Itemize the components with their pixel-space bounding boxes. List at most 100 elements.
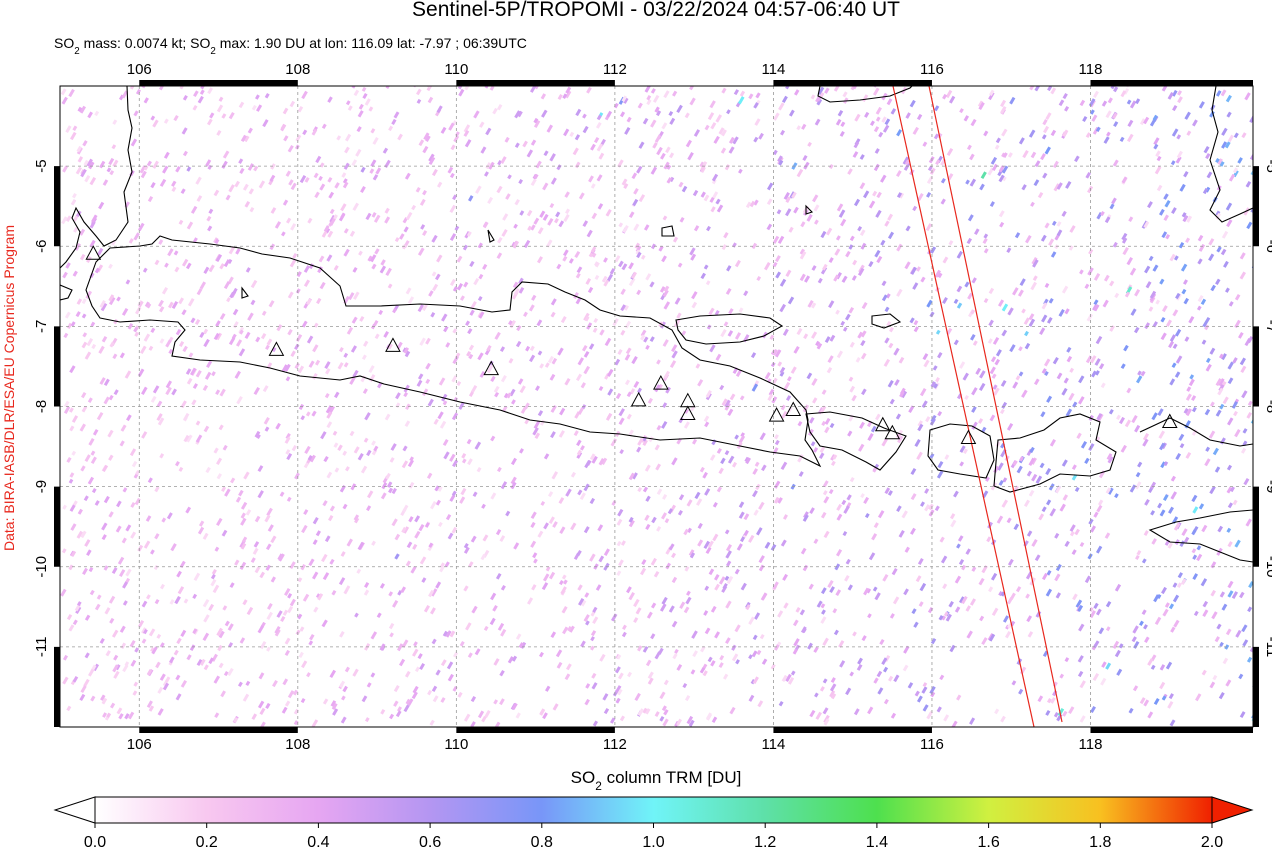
so2-pixel (901, 510, 908, 519)
so2-pixel (958, 559, 965, 566)
so2-pixel (327, 96, 333, 103)
so2-pixel (577, 584, 583, 591)
so2-pixel (710, 206, 716, 213)
so2-pixel (166, 512, 173, 520)
so2-pixel (485, 162, 492, 170)
so2-pixel (877, 510, 885, 519)
so2-pixel (840, 218, 847, 227)
so2-pixel (72, 619, 78, 626)
so2-pixel (468, 195, 474, 202)
so2-pixel (740, 582, 747, 591)
so2-pixel (400, 586, 407, 593)
so2-pixel (368, 106, 374, 112)
so2-pixel (441, 313, 448, 322)
so2-pixel (726, 543, 732, 552)
so2-pixel (1006, 517, 1012, 524)
so2-pixel (581, 344, 588, 352)
so2-pixel (816, 98, 823, 106)
so2-pixel (761, 658, 768, 665)
so2-pixel (681, 330, 687, 336)
so2-pixel (257, 700, 265, 709)
so2-pixel (463, 546, 470, 554)
so2-pixel (586, 86, 592, 94)
so2-pixel (836, 513, 843, 521)
so2-pixel (839, 660, 846, 668)
so2-pixel (185, 506, 192, 514)
so2-pixel (735, 659, 740, 665)
so2-pixel (261, 310, 267, 316)
so2-pixel (705, 390, 712, 398)
so2-pixel (196, 658, 203, 667)
so2-pixel (703, 415, 710, 423)
so2-pixel (859, 182, 866, 190)
so2-pixel (451, 526, 458, 534)
so2-pixel (1105, 110, 1112, 119)
so2-pixel (364, 582, 370, 588)
so2-pixel (753, 199, 759, 206)
so2-pixel (1186, 215, 1193, 223)
so2-pixel (464, 139, 472, 148)
so2-pixel (893, 674, 900, 683)
so2-pixel (661, 255, 667, 263)
so2-pixel (470, 301, 477, 310)
so2-pixel (1210, 401, 1215, 407)
so2-pixel (743, 513, 750, 521)
so2-pixel (1034, 160, 1041, 168)
so2-pixel (1227, 361, 1234, 370)
so2-pixel (1161, 86, 1168, 92)
so2-pixel (820, 230, 827, 239)
so2-pixel (914, 439, 921, 447)
so2-pixel (499, 535, 506, 542)
so2-pixel (1248, 581, 1253, 589)
so2-pixel (288, 179, 294, 186)
so2-pixel (547, 491, 554, 498)
so2-pixel (436, 105, 443, 114)
so2-pixel (733, 89, 740, 96)
so2-pixel (1159, 664, 1166, 671)
so2-pixel (588, 343, 595, 350)
so2-pixel (664, 518, 670, 524)
so2-pixel (157, 708, 164, 716)
so2-pixel (483, 625, 489, 632)
x-tick-label: 118 (1079, 736, 1103, 753)
so2-pixel (60, 588, 67, 597)
so2-pixel (715, 198, 721, 205)
so2-pixel (813, 646, 819, 653)
so2-pixel (610, 717, 616, 724)
so2-pixel (195, 434, 203, 443)
so2-pixel (218, 630, 225, 639)
so2-pixel (937, 461, 944, 469)
so2-pixel (1112, 241, 1118, 248)
so2-pixel (1093, 272, 1101, 281)
so2-pixel (141, 627, 147, 634)
so2-pixel (484, 171, 489, 177)
so2-pixel (659, 286, 666, 293)
so2-pixel (517, 378, 524, 385)
so2-pixel (439, 420, 447, 429)
so2-pixel (1227, 590, 1234, 598)
so2-pixel (219, 263, 225, 270)
so2-pixel (816, 600, 823, 608)
so2-pixel (703, 610, 709, 616)
so2-pixel (663, 301, 671, 310)
so2-pixel (910, 266, 917, 275)
so2-pixel (1195, 693, 1202, 702)
so2-pixel (354, 517, 360, 524)
so2-pixel (500, 156, 507, 164)
so2-pixel (985, 476, 990, 482)
so2-pixel (265, 702, 271, 710)
so2-pixel (817, 86, 825, 95)
so2-pixel (998, 591, 1003, 597)
so2-pixel (919, 387, 927, 397)
so2-pixel (528, 304, 535, 312)
so2-pixel (185, 262, 192, 270)
so2-pixel (1040, 153, 1046, 161)
so2-pixel (1143, 530, 1149, 536)
so2-pixel (783, 602, 789, 609)
so2-pixel (258, 180, 266, 189)
so2-pixel (153, 564, 159, 571)
so2-pixel (493, 699, 499, 705)
so2-pixel (525, 345, 531, 352)
so2-pixel (158, 239, 164, 245)
so2-pixel (1245, 181, 1252, 188)
